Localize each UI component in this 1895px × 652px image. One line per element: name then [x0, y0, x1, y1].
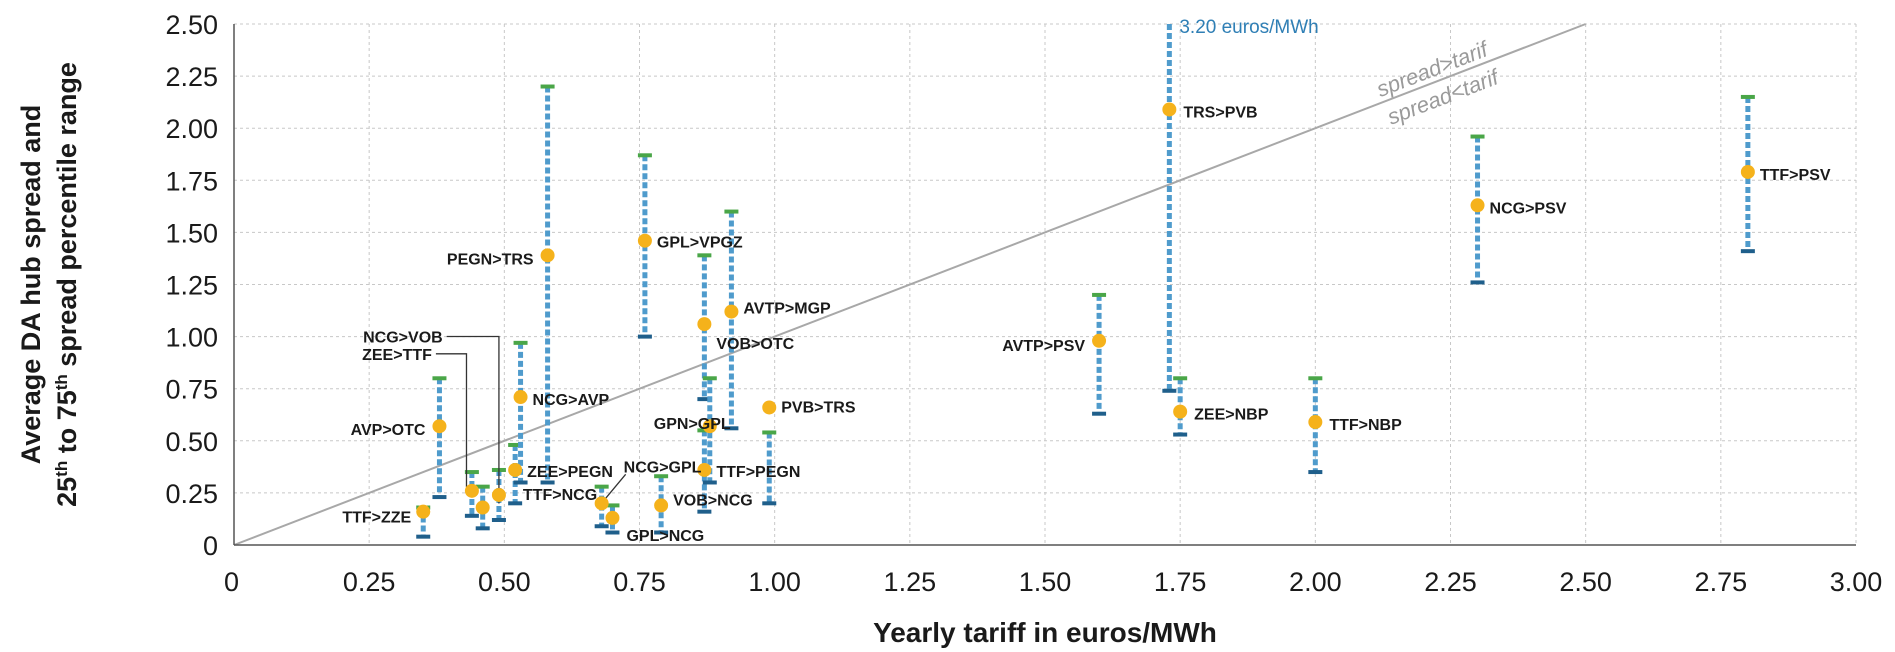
ordinal-superscript: th [52, 461, 71, 477]
x-tick-label: 0.25 [343, 567, 396, 597]
data-point [1162, 102, 1177, 117]
y-tick-label: 2.50 [165, 10, 218, 40]
data-point [475, 500, 490, 515]
data-point [464, 483, 479, 498]
y-axis-ticks: 0 0.25 0.50 0.75 1.00 1.25 1.50 1.75 2.00 2.25 2.5… [165, 10, 218, 561]
data-point [762, 400, 777, 415]
point-label: AVP>OTC [351, 422, 426, 439]
leader-lines [435, 335, 627, 504]
data-point [605, 510, 620, 525]
y-tick-label: 1.25 [165, 271, 218, 301]
y-tick-label: 0.50 [165, 427, 218, 457]
y-axis-label-line2: 25th to 75th spread percentile range [52, 62, 83, 507]
point-label: TTF>NCG [523, 487, 597, 504]
x-tick-label: 2.25 [1424, 567, 1477, 597]
leader-line [435, 353, 468, 487]
data-point [1470, 198, 1485, 213]
data-point [1308, 415, 1323, 430]
x-tick-label: 2.00 [1289, 567, 1342, 597]
x-axis-ticks: 0 0.25 0.50 0.75 1.00 1.25 1.50 1.75 2.00 2.25 2.5… [224, 567, 1882, 597]
data-point [637, 233, 652, 248]
point-label: NCG>AVP [533, 392, 610, 409]
data-point [1092, 333, 1107, 348]
label-segment: to 75 [52, 390, 82, 461]
data-point [416, 504, 431, 519]
data-points [416, 102, 1755, 525]
x-tick-label: 1.25 [884, 567, 937, 597]
y-tick-label: 1.00 [165, 323, 218, 353]
label-segment: spread percentile range [52, 62, 82, 374]
data-point [1173, 404, 1188, 419]
y-tick-label: 2.25 [165, 62, 218, 92]
leader-line [605, 473, 627, 499]
x-tick-label: 1.75 [1154, 567, 1207, 597]
label-segment: 25 [52, 477, 82, 507]
x-tick-label: 2.75 [1695, 567, 1748, 597]
axes [233, 24, 1856, 546]
spread-equals-tariff-line [233, 23, 1587, 546]
data-point [697, 462, 712, 477]
point-label: NCG>PSV [1490, 200, 1567, 217]
data-point [654, 498, 669, 513]
point-label: TTF>ZZE [342, 510, 411, 527]
x-tick-label: 0.50 [478, 567, 531, 597]
data-point [540, 248, 555, 263]
point-label: TRS>PVB [1183, 104, 1257, 121]
point-label: TTF>PEGN [716, 464, 800, 481]
x-tick-label: 1.00 [748, 567, 801, 597]
point-label: VOB>OTC [716, 336, 794, 353]
data-point [594, 496, 609, 511]
x-tick-label: 1.50 [1019, 567, 1072, 597]
point-label: AVTP>PSV [1002, 338, 1085, 355]
y-tick-label: 2.00 [165, 114, 218, 144]
y-tick-label: 1.50 [165, 218, 218, 248]
point-label: TTF>NBP [1329, 417, 1402, 434]
x-axis-label: Yearly tariff in euros/MWh [873, 617, 1217, 648]
y-tick-label: 1.75 [165, 166, 218, 196]
point-label: ZEE>NBP [1194, 407, 1269, 424]
x-tick-label: 3.00 [1830, 567, 1883, 597]
point-label: NCG>GPL [624, 459, 702, 476]
ordinal-superscript: th [52, 374, 71, 390]
leader-line [446, 335, 500, 504]
point-label: NCG>VOB [363, 329, 443, 346]
point-label: GPL>VPGZ [657, 235, 743, 252]
data-point [697, 317, 712, 332]
point-label: VOB>NCG [673, 492, 753, 509]
grid-lines [234, 23, 1857, 545]
point-label: TTF>PSV [1760, 167, 1831, 184]
y-tick-label: 0 [203, 531, 218, 561]
data-point [724, 304, 739, 319]
data-point [508, 462, 523, 477]
point-label: GPL>NCG [626, 528, 704, 545]
point-label: PVB>TRS [781, 399, 856, 416]
point-label: AVTP>MGP [743, 301, 831, 318]
x-tick-label: 0 [224, 567, 239, 597]
x-tick-label: 0.75 [613, 567, 666, 597]
data-point [432, 419, 447, 434]
data-point [491, 487, 506, 502]
point-label: ZEE>TTF [362, 347, 432, 364]
x-tick-label: 2.50 [1559, 567, 1612, 597]
point-label: PEGN>TRS [447, 251, 534, 268]
point-label: GPN>GPL [654, 416, 731, 433]
y-tick-label: 0.25 [165, 479, 218, 509]
spread-range-bars [416, 24, 1755, 539]
off-scale-annotation: 3.20 euros/MWh [1179, 17, 1318, 38]
data-point [702, 419, 717, 434]
y-axis-label-line1: Average DA hub spread and [16, 105, 46, 465]
point-label: ZEE>PEGN [527, 464, 613, 481]
y-tick-label: 0.75 [165, 375, 218, 405]
data-point [1740, 164, 1755, 179]
data-point [513, 390, 528, 405]
